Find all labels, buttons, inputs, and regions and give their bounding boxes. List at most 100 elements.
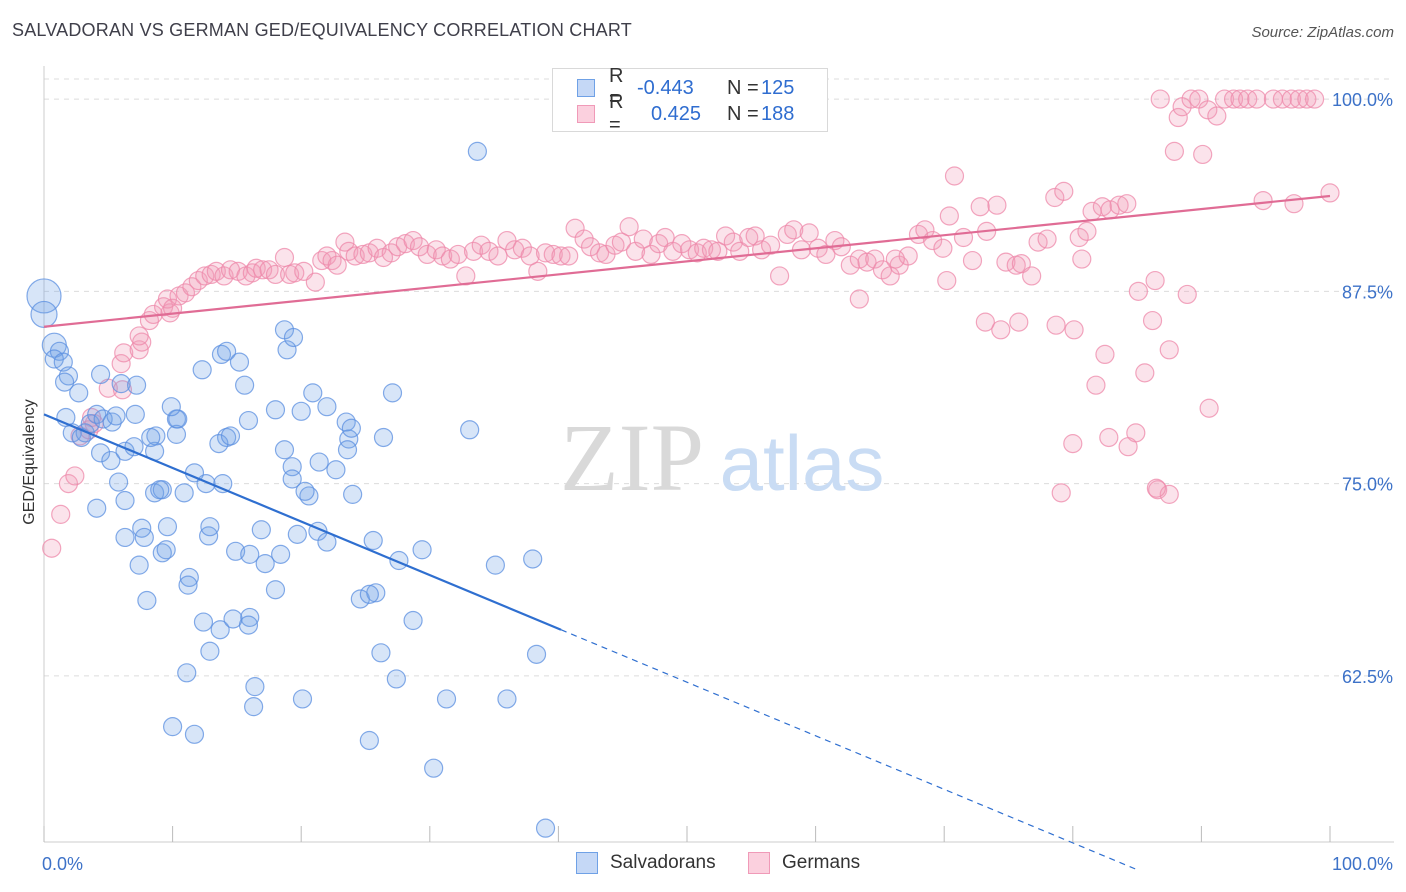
trend-lines [43, 194, 1331, 871]
data-point-salvadorans [115, 527, 135, 548]
data-point-germans [784, 220, 804, 240]
data-point-salvadorans [386, 669, 406, 689]
data-point-germans [694, 238, 714, 258]
data-point-germans [619, 217, 639, 237]
data-point-germans [589, 243, 610, 263]
data-point-germans [1289, 89, 1309, 109]
data-point-germans [1092, 197, 1112, 217]
data-point-germans [520, 246, 540, 266]
y-tick-label: 75.0% [1342, 475, 1393, 495]
data-point-salvadorans [217, 341, 237, 361]
y-tick-label: 87.5% [1342, 282, 1393, 302]
data-point-salvadorans [359, 730, 379, 751]
data-point-salvadorans [373, 427, 394, 448]
data-point-salvadorans [292, 689, 313, 709]
data-point-salvadorans [412, 540, 432, 560]
data-point-germans [1181, 89, 1201, 109]
data-point-germans [953, 227, 974, 248]
watermark-atlas: atlas [720, 419, 885, 507]
data-point-salvadorans [341, 418, 361, 438]
data-point-germans [1146, 478, 1166, 498]
legend-r-label: R = [609, 91, 624, 136]
data-point-salvadorans [108, 472, 129, 492]
y-tick-label: 62.5% [1342, 667, 1393, 687]
data-point-germans [760, 235, 781, 255]
legend-r-value: 0.425 [651, 102, 702, 125]
data-point-germans [1118, 437, 1138, 457]
data-point-salvadorans [156, 540, 176, 560]
data-point-salvadorans [179, 567, 199, 588]
legend-swatch-pink [748, 852, 770, 874]
data-point-germans [1046, 315, 1066, 335]
data-point-salvadorans [336, 412, 356, 432]
data-point-salvadorans [163, 717, 183, 737]
data-point-germans [1148, 480, 1168, 500]
data-point-germans [157, 289, 178, 309]
data-point-germans [1193, 144, 1213, 165]
legend-item-germans[interactable]: Germans [748, 852, 860, 874]
legend-n-value: 125 [761, 76, 795, 99]
data-point-germans [1135, 363, 1155, 383]
data-point-salvadorans [317, 397, 337, 417]
data-point-germans [409, 237, 430, 257]
legend-item-salvadorans[interactable]: Salvadorans [576, 852, 716, 874]
data-point-germans [708, 241, 728, 261]
data-point-germans [1207, 106, 1227, 126]
data-point-salvadorans [363, 530, 383, 551]
data-point-germans [991, 320, 1011, 340]
data-point-germans [1037, 229, 1057, 249]
data-point-salvadorans [424, 758, 444, 778]
data-point-germans [857, 252, 877, 272]
legend-row-salvadorans: R = -0.443 N = 125 [577, 65, 795, 110]
data-point-salvadorans [150, 480, 170, 500]
data-point-salvadorans [467, 141, 487, 161]
data-point-germans [769, 266, 790, 286]
data-point-germans [1142, 310, 1163, 331]
data-point-germans [799, 223, 819, 243]
data-point-germans [471, 235, 491, 255]
data-point-germans [1145, 270, 1165, 291]
data-point-germans [1297, 89, 1317, 109]
series-legend: Salvadorans Germans [0, 852, 1406, 878]
data-point-germans [1051, 483, 1071, 503]
x-tick-label-min: 0.0% [42, 854, 83, 874]
data-point-salvadorans [90, 364, 111, 385]
data-point-salvadorans [240, 544, 260, 564]
data-point-salvadorans [115, 490, 135, 511]
x-tick-label-max: 100.0% [1332, 854, 1393, 874]
data-point-salvadorans [526, 644, 547, 664]
data-point-germans [1159, 340, 1179, 360]
watermark-zip: ZIP [560, 404, 704, 511]
legend-swatch-blue [576, 852, 598, 874]
data-point-salvadorans [251, 520, 271, 540]
legend-row-germans: R = 0.425 N = 188 [577, 91, 794, 136]
data-point-germans [739, 227, 759, 248]
data-point-salvadorans [177, 663, 197, 683]
data-point-salvadorans [210, 620, 230, 640]
data-point-germans [1320, 183, 1340, 203]
legend-r-value: -0.443 [637, 76, 694, 99]
data-point-germans [274, 247, 295, 268]
data-point-germans [1128, 281, 1148, 301]
data-point-salvadorans [134, 527, 154, 548]
data-point-germans [1022, 266, 1042, 286]
data-point-germans [1099, 427, 1119, 448]
data-point-germans [933, 238, 953, 258]
data-point-salvadorans [137, 590, 157, 611]
data-point-germans [849, 289, 869, 309]
data-point-salvadorans [168, 409, 188, 429]
data-point-germans [42, 538, 62, 558]
data-point-salvadorans [245, 677, 265, 697]
data-point-salvadorans [359, 584, 379, 604]
data-point-salvadorans [129, 555, 149, 575]
data-point-salvadorans [366, 583, 386, 603]
data-point-germans [195, 266, 215, 286]
data-point-germans [1077, 221, 1097, 241]
data-point-germans [944, 166, 965, 186]
data-point-germans [58, 474, 79, 494]
data-point-germans [417, 244, 437, 265]
data-point-salvadorans [193, 612, 214, 632]
data-point-germans [641, 244, 661, 265]
data-point-germans [1247, 89, 1267, 109]
data-point-salvadorans [295, 481, 315, 501]
